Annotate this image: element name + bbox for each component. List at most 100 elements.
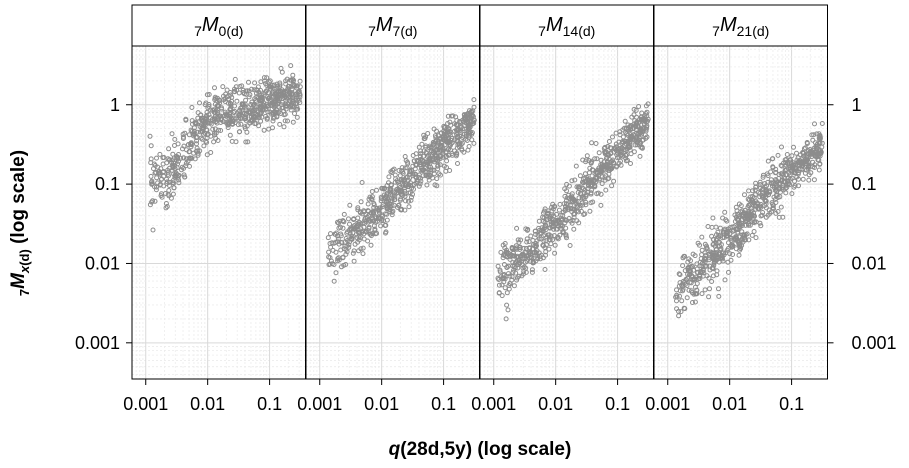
data-point [515, 237, 521, 243]
data-point [513, 270, 519, 276]
data-point [776, 214, 782, 220]
data-point [726, 269, 731, 275]
data-point [819, 140, 825, 146]
data-point [536, 225, 542, 231]
data-point [810, 147, 816, 153]
data-point [406, 198, 411, 204]
data-point [340, 225, 346, 231]
data-point [714, 254, 720, 260]
y-tick-label-left: 0.1 [95, 174, 120, 194]
data-point [684, 295, 690, 301]
data-point [249, 86, 255, 92]
data-point [570, 217, 576, 223]
data-point [341, 211, 347, 217]
data-point [806, 148, 811, 154]
data-point [710, 265, 716, 271]
data-point [200, 123, 206, 128]
data-point [699, 247, 705, 253]
data-point [212, 132, 218, 138]
data-point [725, 226, 731, 232]
data-point [566, 192, 571, 198]
data-point [224, 87, 230, 93]
data-point [328, 244, 334, 250]
data-point [344, 249, 350, 255]
data-point [406, 204, 412, 210]
data-point [711, 241, 717, 247]
data-point [152, 184, 157, 190]
data-point [328, 231, 333, 237]
data-point [616, 139, 622, 145]
data-point [804, 167, 809, 173]
data-point [695, 240, 701, 246]
data-point [246, 79, 251, 85]
data-point [212, 130, 217, 136]
data-point [812, 140, 818, 146]
data-point [463, 131, 469, 137]
data-point [806, 154, 812, 160]
x-tick-label: 0.01 [538, 394, 573, 414]
data-point [564, 235, 569, 241]
data-point [564, 205, 570, 211]
data-point [814, 131, 820, 137]
data-point [418, 162, 424, 168]
data-point [267, 109, 273, 115]
data-point [686, 256, 692, 262]
data-point [165, 169, 171, 175]
data-point [228, 106, 233, 111]
data-point [410, 153, 416, 158]
data-point [441, 163, 447, 169]
data-point [355, 207, 361, 213]
y-title-presub: 7 [17, 289, 32, 296]
data-point [758, 213, 764, 219]
data-point [335, 236, 341, 242]
data-point [258, 79, 264, 85]
data-point [283, 81, 289, 87]
data-point [639, 145, 645, 151]
data-point [395, 203, 401, 208]
data-point [729, 242, 735, 248]
data-point [572, 177, 578, 183]
data-point [804, 141, 810, 146]
data-point [387, 189, 393, 195]
data-point [707, 286, 712, 292]
data-point [603, 187, 609, 193]
data-point [439, 143, 445, 148]
data-point [625, 139, 631, 144]
data-point [784, 152, 790, 157]
data-point [148, 143, 154, 149]
data-point [631, 112, 637, 118]
data-point [791, 162, 797, 168]
data-point [810, 159, 816, 165]
data-point [189, 105, 195, 110]
data-point [576, 195, 582, 201]
data-point [389, 203, 395, 209]
data-point [705, 224, 711, 229]
data-point [276, 104, 282, 110]
data-point [551, 220, 556, 226]
data-point [241, 111, 247, 117]
data-point [560, 228, 566, 234]
data-point [272, 86, 278, 92]
data-point [729, 224, 735, 230]
data-point [496, 290, 502, 296]
ticks-layer: 0.001 0.01 0.1 0.001 0.01 0.1 0.001 0.01 0.1 0.00… [75, 95, 897, 414]
data-point [763, 191, 769, 197]
data-point [554, 211, 559, 217]
data-point [767, 210, 773, 216]
data-point [524, 227, 530, 233]
data-point [151, 161, 157, 167]
data-point [428, 145, 434, 151]
data-point [514, 258, 520, 263]
y-title-sub2: (d) [17, 249, 32, 266]
data-point [167, 157, 173, 163]
data-point [756, 189, 762, 195]
data-point [267, 95, 273, 101]
data-point [176, 180, 182, 186]
data-point [176, 152, 181, 157]
data-point [620, 153, 626, 159]
data-point [221, 93, 226, 99]
data-point [569, 178, 575, 184]
data-point [195, 148, 201, 154]
data-point [519, 273, 525, 279]
data-point [256, 123, 262, 129]
